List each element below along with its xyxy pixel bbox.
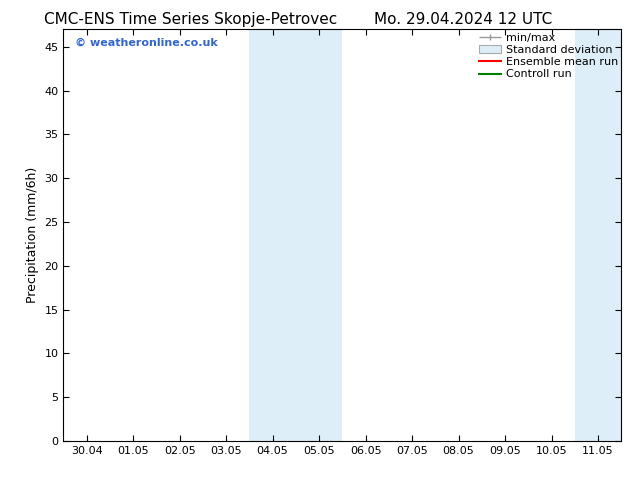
Text: © weatheronline.co.uk: © weatheronline.co.uk — [75, 38, 217, 48]
Bar — [249, 29, 342, 441]
Text: CMC-ENS Time Series Skopje-Petrovec: CMC-ENS Time Series Skopje-Petrovec — [44, 12, 337, 27]
Bar — [575, 29, 621, 441]
Text: Mo. 29.04.2024 12 UTC: Mo. 29.04.2024 12 UTC — [373, 12, 552, 27]
Y-axis label: Precipitation (mm/6h): Precipitation (mm/6h) — [26, 167, 39, 303]
Legend: min/max, Standard deviation, Ensemble mean run, Controll run: min/max, Standard deviation, Ensemble me… — [479, 33, 618, 79]
